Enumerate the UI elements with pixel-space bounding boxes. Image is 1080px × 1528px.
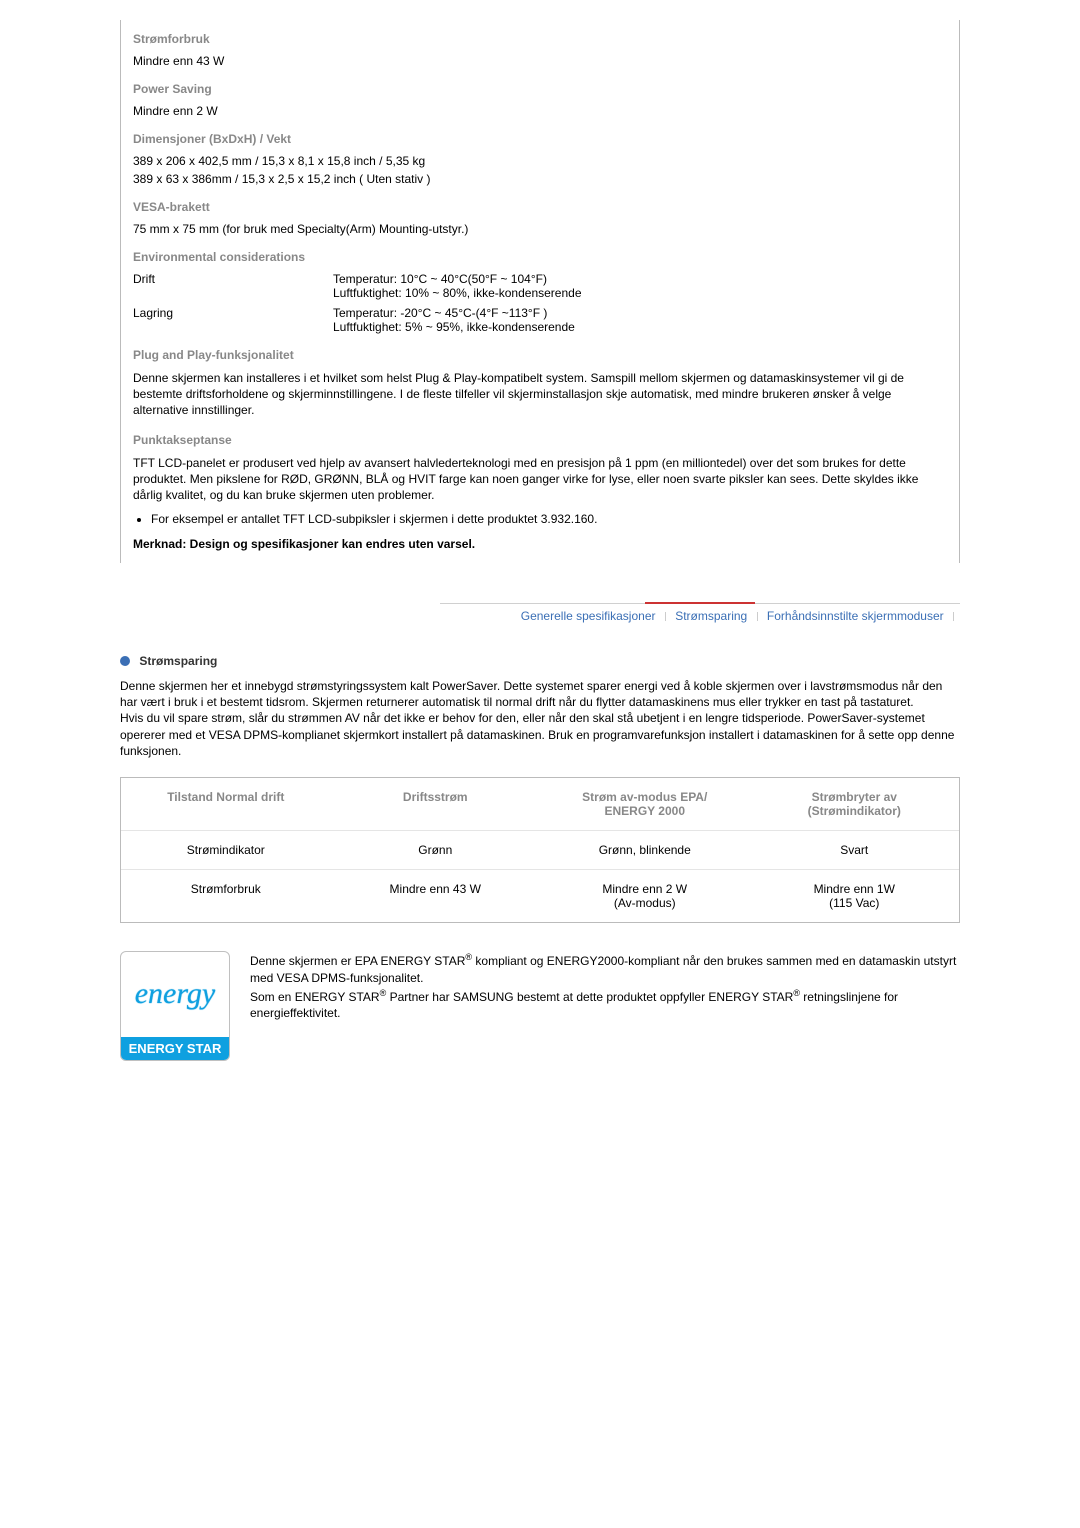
- tabs: Generelle spesifikasjoner Strømsparing F…: [120, 603, 960, 623]
- env-storage-values: Temperatur: -20°C ~ 45°C-(4°F ~113°F ) L…: [333, 306, 947, 334]
- tab-powersaver[interactable]: Strømsparing: [675, 609, 747, 623]
- design-note: Merknad: Design og spesifikasjoner kan e…: [133, 537, 947, 551]
- section-title-powersaver: Strømsparing: [139, 654, 217, 668]
- heading-power-saving: Power Saving: [133, 82, 947, 96]
- bullet-subpixels: For eksempel er antallet TFT LCD-subpiks…: [151, 511, 947, 527]
- bullet-subpixels-item: For eksempel er antallet TFT LCD-subpiks…: [151, 511, 947, 527]
- env-operate-label: Drift: [133, 272, 333, 300]
- value-vesa: 75 mm x 75 mm (for bruk med Specialty(Ar…: [133, 222, 947, 236]
- tab-general[interactable]: Generelle spesifikasjoner: [521, 609, 656, 623]
- table-cell: Grønn: [331, 831, 541, 869]
- spec-box: Strømforbruk Mindre enn 43 W Power Savin…: [120, 20, 960, 563]
- env-storage-label: Lagring: [133, 306, 333, 334]
- text-plugplay: Denne skjermen kan installeres i et hvil…: [133, 370, 947, 419]
- footer-text-2b: Partner har SAMSUNG bestemt at dette pro…: [386, 990, 793, 1004]
- value-dimensions-2: 389 x 63 x 386mm / 15,3 x 2,5 x 15,2 inc…: [133, 172, 947, 186]
- value-dimensions-1: 389 x 206 x 402,5 mm / 15,3 x 8,1 x 15,8…: [133, 154, 947, 168]
- table-header-off-epa: Strøm av-modus EPA/ ENERGY 2000: [540, 778, 750, 830]
- tab-separator: [665, 612, 666, 621]
- table-cell: Svart: [750, 831, 960, 869]
- table-row: Strømforbruk Mindre enn 43 W Mindre enn …: [121, 869, 959, 922]
- heading-vesa: VESA-brakett: [133, 200, 947, 214]
- heading-power-consumption: Strømforbruk: [133, 32, 947, 46]
- heading-dimensions: Dimensjoner (BxDxH) / Vekt: [133, 132, 947, 146]
- table-cell: Strømforbruk: [121, 870, 331, 922]
- env-operate-hum: Luftfuktighet: 10% ~ 80%, ikke-kondenser…: [333, 286, 947, 300]
- energy-star-logo: energy ENERGY STAR: [120, 951, 230, 1061]
- text-powersaver: Denne skjermen her et innebygd strømstyr…: [120, 678, 960, 759]
- table-header-current: Driftsstrøm: [331, 778, 541, 830]
- footer-text-2a: Som en ENERGY STAR: [250, 990, 380, 1004]
- section-header-powersaver: Strømsparing: [120, 653, 960, 668]
- table-cell: Grønn, blinkende: [540, 831, 750, 869]
- energy-star-script: energy: [135, 982, 216, 1006]
- table-cell: Mindre enn 1W (115 Vac): [750, 870, 960, 922]
- env-row-storage: Lagring Temperatur: -20°C ~ 45°C-(4°F ~1…: [133, 306, 947, 334]
- heading-plugplay: Plug and Play-funksjonalitet: [133, 348, 947, 362]
- registered-icon: ®: [793, 988, 800, 998]
- table-cell: Strømindikator: [121, 831, 331, 869]
- value-power-saving: Mindre enn 2 W: [133, 104, 947, 118]
- env-storage-temp: Temperatur: -20°C ~ 45°C-(4°F ~113°F ): [333, 306, 947, 320]
- tab-separator: [757, 612, 758, 621]
- env-operate-values: Temperatur: 10°C ~ 40°C(50°F ~ 104°F) Lu…: [333, 272, 947, 300]
- table-header-state: Tilstand Normal drift: [121, 778, 331, 830]
- table-cell: Mindre enn 2 W (Av-modus): [540, 870, 750, 922]
- value-power-consumption: Mindre enn 43 W: [133, 54, 947, 68]
- text-dot-acceptance: TFT LCD-panelet er produsert ved hjelp a…: [133, 455, 947, 504]
- env-operate-temp: Temperatur: 10°C ~ 40°C(50°F ~ 104°F): [333, 272, 947, 286]
- table-header-row: Tilstand Normal drift Driftsstrøm Strøm …: [121, 778, 959, 830]
- power-table: Tilstand Normal drift Driftsstrøm Strøm …: [120, 777, 960, 923]
- energy-star-bar: ENERGY STAR: [121, 1037, 229, 1060]
- env-row-operate: Drift Temperatur: 10°C ~ 40°C(50°F ~ 104…: [133, 272, 947, 300]
- table-row: Strømindikator Grønn Grønn, blinkende Sv…: [121, 830, 959, 869]
- tab-separator: [953, 612, 954, 621]
- tab-preset-modes[interactable]: Forhåndsinnstilte skjermmoduser: [767, 609, 944, 623]
- heading-dot-acceptance: Punktakseptanse: [133, 433, 947, 447]
- table-header-switch-off: Strømbryter av (Strømindikator): [750, 778, 960, 830]
- footer: energy ENERGY STAR Denne skjermen er EPA…: [120, 951, 960, 1061]
- table-cell: Mindre enn 43 W: [331, 870, 541, 922]
- footer-text: Denne skjermen er EPA ENERGY STAR® kompl…: [250, 951, 960, 1022]
- footer-text-1a: Denne skjermen er EPA ENERGY STAR: [250, 954, 465, 968]
- heading-environmental: Environmental considerations: [133, 250, 947, 264]
- bullet-icon: [120, 656, 130, 666]
- env-storage-hum: Luftfuktighet: 5% ~ 95%, ikke-kondensere…: [333, 320, 947, 334]
